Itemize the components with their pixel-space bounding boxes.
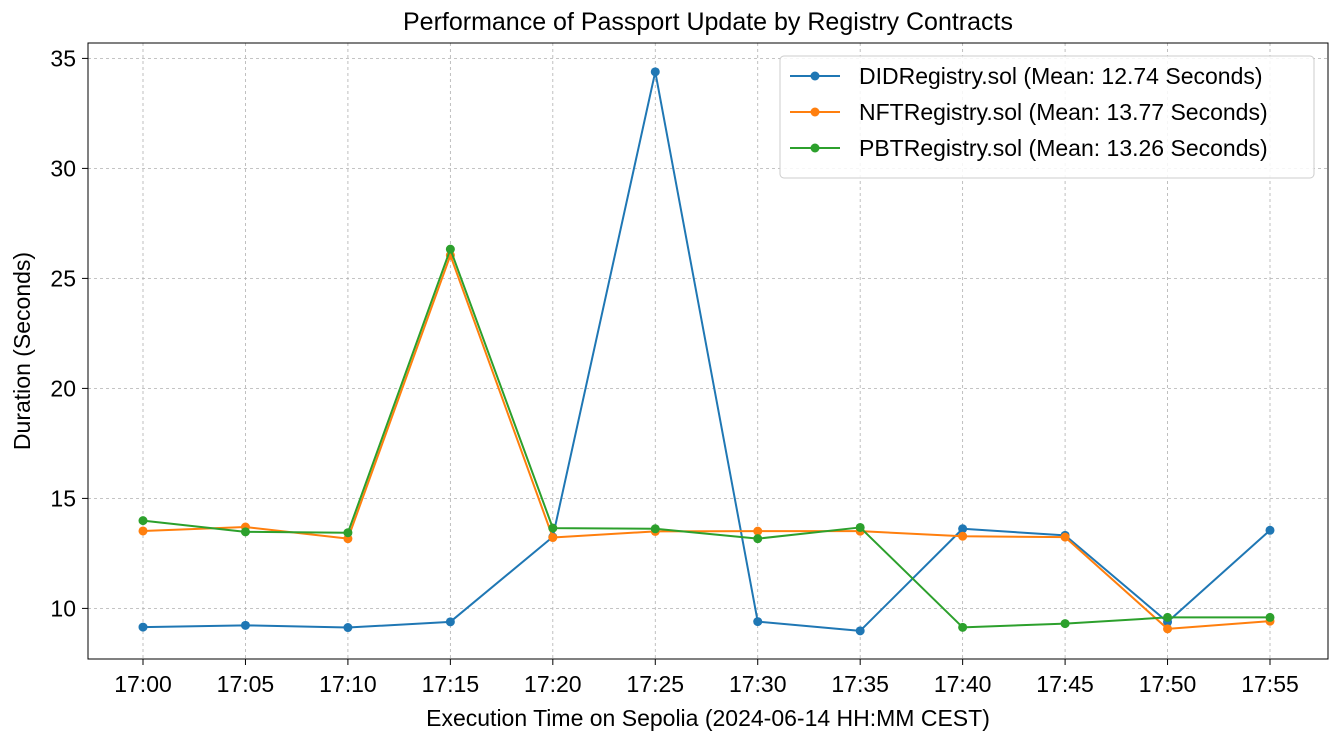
series-3 <box>138 244 1275 632</box>
y-axis-label: Duration (Seconds) <box>9 252 35 450</box>
y-axis: 10 15 20 25 30 35 <box>50 45 88 621</box>
data-point <box>1265 612 1275 622</box>
x-tick-label: 17:40 <box>934 671 992 697</box>
x-axis: 17:00 17:05 17:10 17:15 17:20 17:25 17:30 17:35… <box>114 659 1299 697</box>
data-point <box>1060 532 1070 542</box>
data-point <box>445 244 455 254</box>
x-axis-label: Execution Time on Sepolia (2024-06-14 HH… <box>426 705 990 731</box>
x-tick-label: 17:55 <box>1241 671 1299 697</box>
data-point <box>958 622 968 632</box>
data-point <box>650 67 660 77</box>
data-point <box>343 623 353 633</box>
legend-marker <box>810 107 820 117</box>
data-point <box>240 527 250 537</box>
data-point <box>138 516 148 526</box>
legend-label: NFTRegistry.sol (Mean: 13.77 Seconds) <box>859 99 1268 125</box>
legend-item: NFTRegistry.sol (Mean: 13.77 Seconds) <box>790 99 1268 125</box>
y-tick-label: 25 <box>50 265 76 291</box>
data-point <box>1163 624 1173 634</box>
data-point <box>138 526 148 536</box>
data-point <box>240 620 250 630</box>
data-point <box>650 524 660 534</box>
legend-marker <box>810 71 820 81</box>
data-point <box>855 626 865 636</box>
series-line <box>142 248 1270 629</box>
legend-label: DIDRegistry.sol (Mean: 12.74 Seconds) <box>859 63 1263 89</box>
x-tick-label: 17:15 <box>422 671 480 697</box>
x-tick-label: 17:00 <box>114 671 172 697</box>
plot-area <box>138 67 1275 636</box>
x-tick-label: 17:50 <box>1139 671 1197 697</box>
data-point <box>1060 619 1070 629</box>
y-tick-label: 10 <box>50 595 76 621</box>
legend-item: DIDRegistry.sol (Mean: 12.74 Seconds) <box>790 63 1263 89</box>
y-tick-label: 30 <box>50 155 76 181</box>
data-point <box>1265 525 1275 535</box>
data-point <box>548 523 558 533</box>
x-tick-label: 17:05 <box>217 671 275 697</box>
x-tick-label: 17:20 <box>524 671 582 697</box>
data-point <box>343 528 353 538</box>
data-point <box>548 533 558 543</box>
data-point <box>753 617 763 627</box>
chart-title: Performance of Passport Update by Regist… <box>403 8 1013 36</box>
series-line <box>142 254 1271 630</box>
data-point <box>1163 612 1173 622</box>
data-point <box>958 524 968 534</box>
y-tick-label: 35 <box>50 45 76 71</box>
series-line <box>142 70 1271 632</box>
x-tick-label: 17:25 <box>626 671 684 697</box>
data-point <box>138 622 148 632</box>
series-2 <box>138 250 1275 634</box>
data-point <box>445 617 455 627</box>
y-tick-label: 15 <box>50 485 76 511</box>
legend-label: PBTRegistry.sol (Mean: 13.26 Seconds) <box>859 135 1268 161</box>
x-tick-label: 17:45 <box>1036 671 1094 697</box>
legend-marker <box>810 143 820 153</box>
x-tick-label: 17:10 <box>319 671 377 697</box>
x-tick-label: 17:30 <box>729 671 787 697</box>
data-point <box>753 534 763 544</box>
legend-box <box>779 55 1315 179</box>
data-point <box>958 531 968 541</box>
y-tick-label: 20 <box>50 375 76 401</box>
x-tick-label: 17:35 <box>831 671 889 697</box>
data-point <box>753 526 763 536</box>
legend: DIDRegistry.sol (Mean: 12.74 Seconds) NFT… <box>779 55 1315 179</box>
legend-item: PBTRegistry.sol (Mean: 13.26 Seconds) <box>790 135 1268 161</box>
plot-frame <box>87 42 1329 660</box>
data-point <box>855 522 865 532</box>
